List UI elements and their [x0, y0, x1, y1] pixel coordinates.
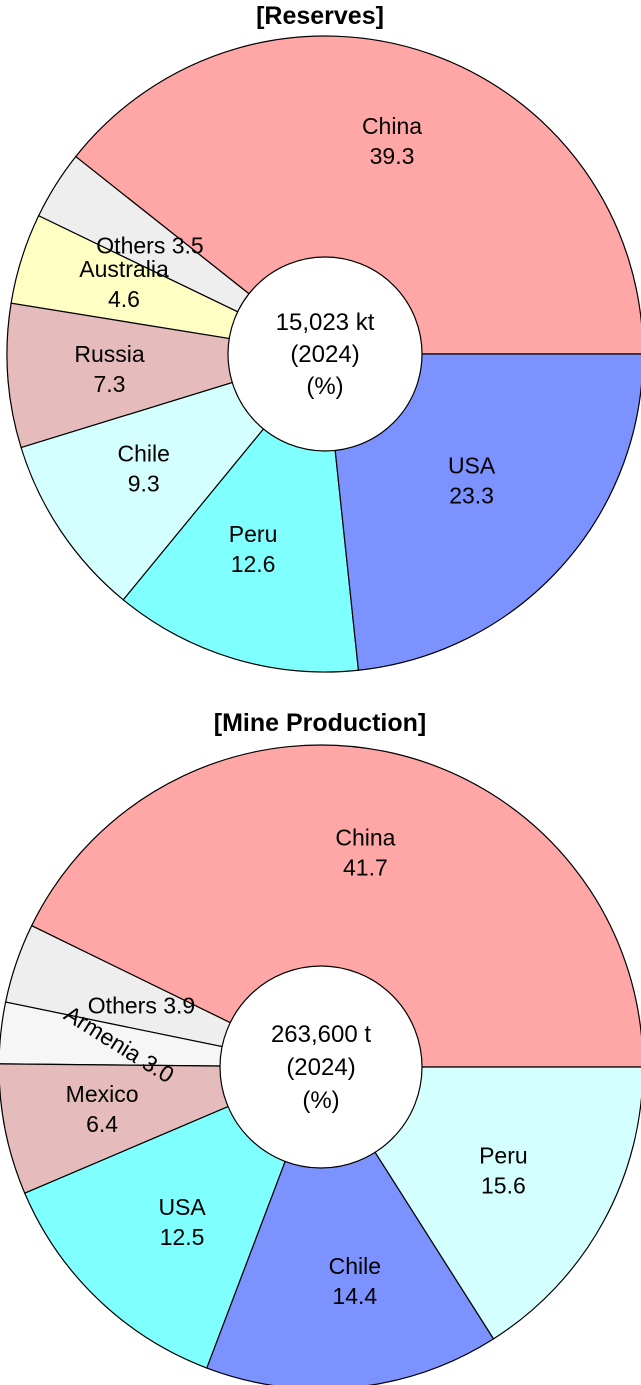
- reserves-label-others: Others 3.5: [96, 232, 203, 258]
- mine-production-label-china-value: 41.7: [343, 855, 388, 881]
- reserves-label-usa-name: USA: [448, 453, 496, 479]
- mine-production-chart-title: [Mine Production]: [214, 709, 426, 737]
- reserves-label-chile-name: Chile: [117, 440, 169, 466]
- mine-production-slice-china: [30, 744, 641, 1068]
- mine-production-center-total: 263,600 t: [271, 1021, 371, 1048]
- mine-production-label-china-name: China: [335, 825, 395, 851]
- reserves-slice-usa: [324, 353, 641, 671]
- mine-production-pie-chart: [Mine Production] 263,600 t (2024) (%) Chin…: [0, 709, 641, 1385]
- reserves-slice-chile: [20, 352, 327, 601]
- reserves-center-total: 15,023 kt: [276, 309, 375, 336]
- reserves-pie-chart: [Reserves] 15,023 kt (2024) (%) China 39.3 Ot…: [6, 2, 641, 673]
- reserves-label-chile-value: 9.3: [128, 470, 160, 496]
- mine-production-label-usa-value: 12.5: [160, 1224, 205, 1250]
- reserves-label-china-value: 39.3: [370, 143, 415, 169]
- reserves-chart-title: [Reserves]: [256, 2, 384, 30]
- mine-production-slice-chile: [206, 1065, 495, 1385]
- reserves-label-australia-name: Australia: [79, 256, 169, 282]
- mine-production-center-year: (2024): [286, 1054, 355, 1081]
- mine-production-slice-usa: [23, 1065, 323, 1369]
- mine-production-center-unit: (%): [302, 1087, 339, 1114]
- mine-production-label-chile-value: 14.4: [332, 1283, 377, 1309]
- mine-production-center-hole: [219, 965, 423, 1169]
- reserves-label-peru-value: 12.6: [231, 551, 276, 577]
- reserves-slice-russia: [6, 302, 326, 449]
- mine-production-label-chile-name: Chile: [329, 1253, 381, 1279]
- reserves-label-russia-value: 7.3: [94, 371, 126, 397]
- reserves-center-year: (2024): [290, 341, 359, 368]
- reserves-center-unit: (%): [306, 373, 343, 400]
- reserves-label-peru-name: Peru: [229, 521, 278, 547]
- mine-production-label-mexico-name: Mexico: [66, 1081, 139, 1107]
- mine-production-slice-peru: [319, 1066, 641, 1340]
- reserves-slice-china: [74, 35, 641, 355]
- reserves-label-australia-value: 4.6: [108, 286, 140, 312]
- mine-production-label-usa-name: USA: [158, 1194, 206, 1220]
- mine-production-label-peru-name: Peru: [479, 1143, 528, 1169]
- mine-production-label-peru-value: 15.6: [481, 1173, 526, 1199]
- reserves-center-hole: [227, 256, 423, 452]
- reserves-label-china-name: China: [362, 113, 422, 139]
- reserves-label-russia-name: Russia: [74, 341, 145, 367]
- mine-production-label-others: Others 3.9: [88, 993, 195, 1019]
- mine-production-label-mexico-value: 6.4: [86, 1111, 118, 1137]
- reserves-label-usa-value: 23.3: [449, 483, 494, 509]
